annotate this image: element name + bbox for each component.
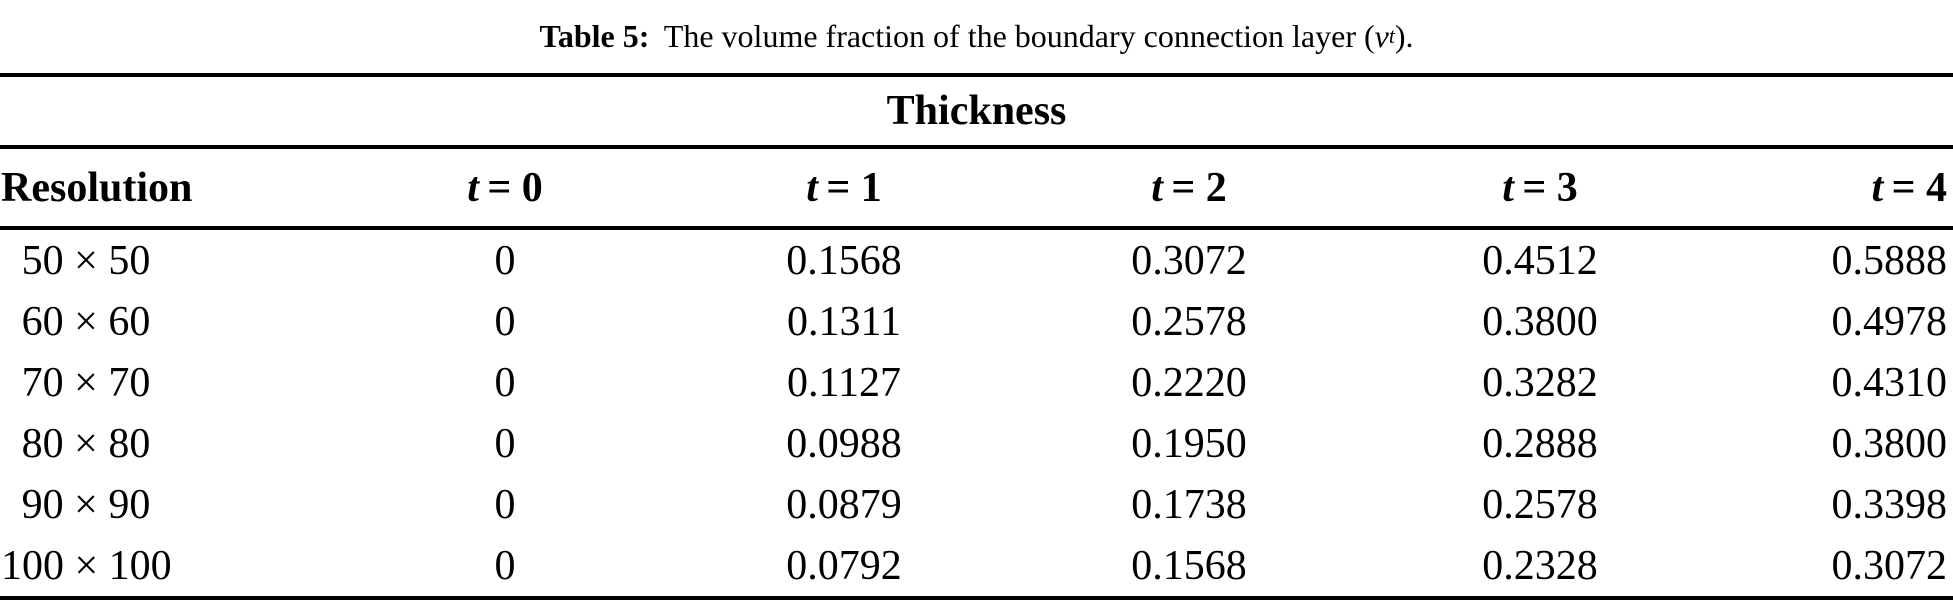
table-row: 60 × 60 0 0.1311 0.2578 0.3800 0.4978 [0,291,1953,352]
cell-value: 0.2328 [1482,542,1598,589]
table-caption: Table 5: The volume fraction of the bound… [0,0,1953,73]
column-header-t0: t = 0 [335,147,675,230]
cell-value: 0.1311 [787,298,901,345]
table-row: 90 × 90 0 0.0879 0.1738 0.2578 0.3398 [0,474,1953,535]
cell-value: 0.1738 [1131,481,1247,528]
cell-value: 0 [494,481,516,528]
column-header-t3: t = 3 [1365,147,1715,230]
table-row: 70 × 70 0 0.1127 0.2220 0.3282 0.4310 [0,352,1953,413]
cell-value: 0.0879 [786,481,902,528]
row-label: 70 × 70 [21,359,151,406]
thickness-group-row: Thickness [0,75,1953,149]
cell-value: 0.2220 [1131,359,1247,406]
thickness-group-header: Thickness [0,75,1953,149]
caption-text-end: ). [1394,17,1414,54]
cell-value: 0.2578 [1131,298,1247,345]
volume-fraction-table: Thickness Resolution t = 0 t = 1 t = 2 t = 3… [0,73,1953,600]
cell-value: 0.3398 [1831,481,1948,528]
cell-value: 0.3800 [1831,420,1948,467]
caption-nu-symbol: ν [1374,17,1389,54]
column-header-resolution: Resolution [0,147,335,230]
cell-value: 0 [494,237,516,284]
cell-value: 0.3800 [1482,298,1598,345]
column-header-t4: t = 4 [1715,147,1953,230]
table-row: 100 × 100 0 0.0792 0.1568 0.2328 0.3072 [0,535,1953,598]
cell-value: 0 [494,542,516,589]
cell-value: 0.4512 [1482,237,1598,284]
cell-value: 0 [494,298,516,345]
cell-value: 0 [494,420,516,467]
row-label: 50 × 50 [21,237,151,284]
caption-text: The volume fraction of the boundary conn… [663,17,1375,54]
cell-value: 0.2578 [1482,481,1598,528]
cell-value: 0.1568 [1131,542,1247,589]
column-header-t2: t = 2 [1013,147,1365,230]
cell-value: 0.1127 [787,359,901,406]
cell-value: 0.0988 [786,420,902,467]
row-label: 100 × 100 [1,542,172,589]
cell-value: 0.5888 [1831,237,1948,284]
cell-value: 0.3072 [1831,542,1948,589]
column-header-t1: t = 1 [675,147,1013,230]
column-header-row: Resolution t = 0 t = 1 t = 2 t = 3 t = 4 [0,147,1953,230]
cell-value: 0.1568 [786,237,902,284]
row-label: 60 × 60 [21,298,151,345]
caption-table-number: Table 5: [539,17,650,54]
cell-value: 0.3282 [1482,359,1598,406]
table-row: 50 × 50 0 0.1568 0.3072 0.4512 0.5888 [0,228,1953,291]
row-label: 80 × 80 [21,420,151,467]
cell-value: 0.2888 [1482,420,1598,467]
caption-nu-subscript: t [1388,23,1395,48]
cell-value: 0.3072 [1131,237,1247,284]
cell-value: 0.1950 [1131,420,1247,467]
cell-value: 0 [494,359,516,406]
cell-value: 0.4978 [1831,298,1948,345]
cell-value: 0.4310 [1831,359,1948,406]
row-label: 90 × 90 [21,481,151,528]
cell-value: 0.0792 [786,542,902,589]
table-row: 80 × 80 0 0.0988 0.1950 0.2888 0.3800 [0,413,1953,474]
